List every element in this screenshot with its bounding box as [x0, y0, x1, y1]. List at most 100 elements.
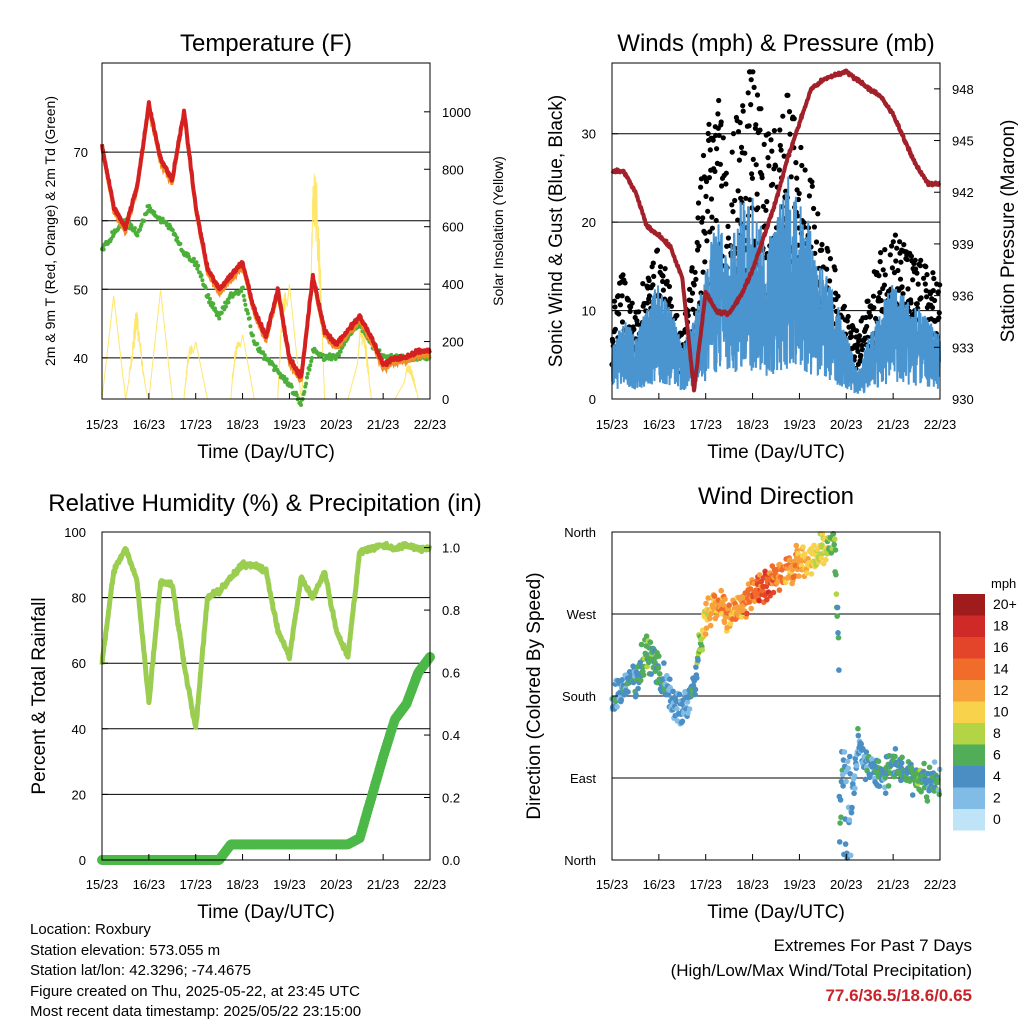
- direction-point: [796, 573, 802, 579]
- dewpoint-point: [191, 256, 196, 261]
- legend-swatch: [953, 594, 985, 616]
- direction-point: [679, 718, 686, 725]
- direction-point: [695, 657, 701, 663]
- direction-point: [921, 784, 928, 791]
- direction-point: [862, 776, 869, 783]
- gust-point: [899, 284, 905, 290]
- gust-point: [738, 144, 745, 150]
- x-axis-label: Time (Day/UTC): [197, 902, 335, 923]
- dewpoint-point: [308, 363, 313, 368]
- dewpoint-point: [342, 342, 347, 347]
- y2-tick-label: 0: [442, 392, 449, 407]
- direction-point: [800, 544, 806, 550]
- dewpoint-point: [305, 375, 309, 380]
- x-tick-label: 20/23: [830, 417, 863, 432]
- direction-point: [855, 725, 861, 732]
- direction-point: [619, 677, 625, 683]
- gust-point: [781, 153, 787, 159]
- gust-point: [660, 273, 666, 279]
- gust-point: [698, 184, 704, 190]
- gust-point: [848, 334, 855, 340]
- gust-point: [794, 175, 800, 181]
- dewpoint-point: [243, 302, 248, 307]
- gust-point: [770, 181, 776, 187]
- gust-point: [703, 178, 710, 185]
- direction-point: [637, 677, 644, 684]
- y2-tick-label: 933: [952, 340, 974, 355]
- gust-point: [619, 319, 626, 325]
- direction-point: [633, 692, 639, 698]
- gust-point: [705, 130, 711, 137]
- gust-point: [915, 281, 921, 287]
- dewpoint-point: [196, 263, 201, 268]
- gust-point: [811, 205, 817, 212]
- gust-point: [629, 300, 635, 306]
- x-axis-label: Time (Day/UTC): [197, 442, 335, 463]
- direction-point: [703, 600, 709, 607]
- dewpoint-point: [194, 260, 199, 265]
- dewpoint-point: [240, 285, 245, 290]
- gust-point: [921, 275, 927, 281]
- gust-point: [713, 217, 719, 224]
- direction-point: [625, 689, 631, 695]
- dewpoint-point: [294, 393, 299, 397]
- gust-point: [827, 278, 833, 284]
- x-tick-label: 18/23: [226, 417, 259, 432]
- direction-point: [837, 820, 843, 826]
- direction-point: [931, 759, 938, 765]
- legend-swatch: [953, 766, 985, 788]
- gust-point: [780, 113, 786, 119]
- gust-point: [650, 260, 656, 266]
- x-tick-label: 21/23: [877, 417, 910, 432]
- y-tick-label: 20: [582, 215, 596, 230]
- y-tick-label: 60: [74, 214, 88, 229]
- gust-point: [777, 142, 783, 149]
- direction-point: [836, 667, 842, 673]
- gust-point: [914, 301, 920, 307]
- direction-point: [786, 557, 793, 563]
- gust-point: [825, 248, 831, 254]
- gust-point: [644, 300, 651, 306]
- gust-point: [929, 304, 936, 311]
- gust-point: [787, 131, 793, 137]
- direction-point: [661, 660, 667, 666]
- gust-point: [615, 293, 621, 299]
- panel-temperature: Temperature (F) 15/23 16/23 17/23 18/23 19/23…: [42, 30, 506, 463]
- direction-point: [747, 586, 754, 592]
- gust-point: [802, 167, 808, 173]
- gust-point: [819, 247, 825, 253]
- direction-point: [848, 809, 855, 816]
- extremes-values: 77.6/36.5/18.6/0.65: [825, 986, 972, 1005]
- gust-point: [851, 354, 858, 360]
- direction-point: [847, 753, 853, 760]
- dewpoint-point: [282, 374, 287, 379]
- x-tick-label: 16/23: [133, 877, 166, 892]
- x-tick-label: 21/23: [877, 877, 910, 892]
- legend-swatch: [953, 615, 985, 637]
- gust-point: [620, 272, 626, 278]
- gust-point: [736, 157, 743, 163]
- direction-point: [722, 596, 728, 602]
- direction-point: [707, 622, 714, 629]
- direction-point: [655, 665, 662, 671]
- gust-point: [936, 310, 942, 316]
- dewpoint-point: [247, 316, 252, 321]
- gust-point: [889, 265, 896, 271]
- gust-point: [725, 235, 732, 241]
- direction-point: [726, 602, 732, 608]
- gust-point: [771, 128, 778, 134]
- dewpoint-point: [178, 241, 183, 246]
- y2-tick-label: 939: [952, 237, 974, 252]
- gust-point: [646, 277, 652, 284]
- direction-point: [839, 771, 846, 778]
- direction-point: [763, 583, 770, 590]
- gust-point: [709, 225, 716, 231]
- gust-point: [918, 295, 924, 301]
- gust-point: [882, 272, 888, 278]
- gust-point: [723, 170, 729, 176]
- gust-point: [660, 287, 667, 293]
- direction-point: [727, 620, 734, 627]
- gust-point: [793, 160, 799, 166]
- gust-point: [692, 269, 698, 275]
- x-tick-label: 19/23: [783, 877, 816, 892]
